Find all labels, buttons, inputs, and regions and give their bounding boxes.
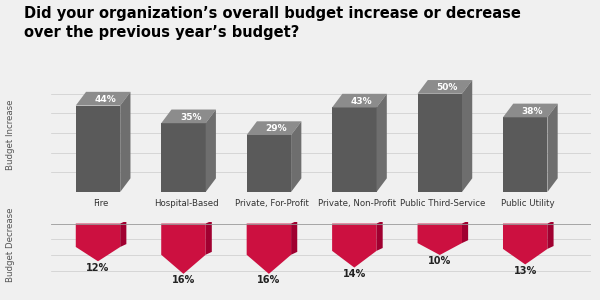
Polygon shape [418,224,462,255]
Polygon shape [247,224,291,274]
Polygon shape [76,106,120,192]
Polygon shape [161,110,216,123]
Text: Fire: Fire [94,199,109,208]
Polygon shape [503,103,557,117]
Polygon shape [462,80,472,192]
Text: 13%: 13% [514,266,537,276]
Polygon shape [247,121,301,135]
Text: 16%: 16% [172,275,195,285]
Polygon shape [547,103,557,192]
Polygon shape [247,135,291,192]
Text: Did your organization’s overall budget increase or decrease
over the previous ye: Did your organization’s overall budget i… [24,6,521,40]
Text: Private, For-Profit: Private, For-Profit [235,199,309,208]
Polygon shape [332,107,377,192]
Polygon shape [503,117,547,192]
Polygon shape [462,221,468,243]
Polygon shape [206,221,212,255]
Text: 44%: 44% [94,95,116,104]
Text: 29%: 29% [265,124,287,133]
Polygon shape [76,92,130,106]
Text: Hospital-Based: Hospital-Based [154,199,219,208]
Text: 35%: 35% [180,112,202,122]
Polygon shape [291,121,301,192]
Text: Private, Non-Profit: Private, Non-Profit [319,199,397,208]
Text: Budget Increase: Budget Increase [6,100,15,170]
Text: 43%: 43% [351,97,373,106]
Text: 50%: 50% [436,83,458,92]
Polygon shape [332,224,377,268]
Text: Public Utility: Public Utility [502,199,555,208]
Polygon shape [547,221,554,249]
Text: Public Third-Service: Public Third-Service [400,199,485,208]
Polygon shape [76,224,120,261]
Polygon shape [503,224,547,264]
Text: 14%: 14% [343,269,366,279]
Text: 16%: 16% [257,275,281,285]
Polygon shape [418,80,472,94]
Polygon shape [120,221,127,247]
Polygon shape [332,94,387,107]
Text: 12%: 12% [86,262,110,272]
Polygon shape [291,221,297,255]
Text: Budget Decrease: Budget Decrease [6,208,15,282]
Polygon shape [377,221,383,251]
Polygon shape [377,94,387,192]
Text: 10%: 10% [428,256,451,266]
Polygon shape [206,110,216,192]
Polygon shape [161,224,206,274]
Polygon shape [418,94,462,192]
Polygon shape [161,123,206,192]
Text: 38%: 38% [522,107,544,116]
Polygon shape [120,92,130,192]
